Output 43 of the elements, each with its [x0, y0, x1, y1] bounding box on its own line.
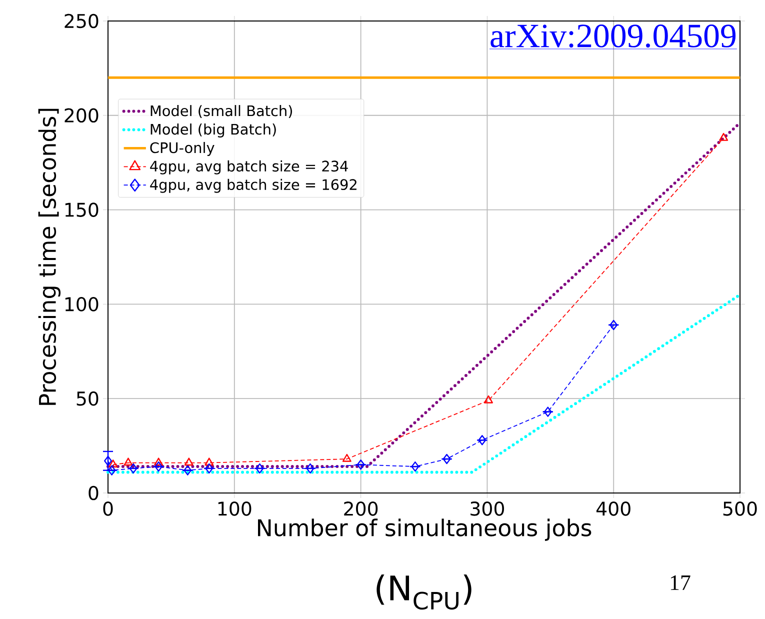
x-tick-label: 300	[470, 502, 504, 516]
point	[356, 460, 365, 470]
legend-label: 4gpu, avg batch size = 1692	[150, 178, 356, 193]
point	[610, 320, 618, 330]
point	[104, 456, 112, 466]
text: 17	[670, 575, 690, 590]
point	[184, 465, 192, 476]
y-axis-title: Processing time [seconds]	[38, 108, 61, 405]
point	[306, 463, 314, 474]
x-tick-label: 400	[596, 502, 630, 516]
point	[154, 458, 164, 466]
point	[184, 458, 194, 466]
x-tick-label: 100	[218, 502, 252, 516]
point	[342, 454, 352, 462]
point	[411, 461, 420, 472]
point	[484, 395, 493, 404]
annotation: arXiv:2009.04509	[490, 24, 736, 48]
x-tick-label: 500	[723, 502, 757, 516]
point	[154, 461, 163, 472]
point	[205, 463, 214, 474]
point	[256, 463, 264, 474]
legend-label: Model (small Batch)	[150, 105, 292, 118]
y-tick-label: 150	[65, 202, 98, 217]
legend-label: 4gpu, avg batch size = 234	[150, 160, 348, 174]
y-tick-label: 0	[88, 486, 98, 500]
y-tick-label: 250	[64, 14, 98, 28]
text: (N$_{CPU}$)	[376, 574, 472, 610]
point	[124, 458, 133, 466]
x-tick-label: 200	[344, 502, 378, 516]
x-tick-label: 0	[103, 502, 113, 516]
point	[442, 454, 451, 464]
y-tick-label: 200	[64, 108, 98, 123]
y-tick-label: 100	[65, 297, 98, 312]
point	[108, 460, 118, 468]
legend-label: Model (big Batch)	[150, 124, 276, 138]
x-axis-title: Number of simultaneous jobs	[258, 518, 592, 541]
y-tick-label: 50	[76, 391, 98, 406]
legend-label: CPU-only	[150, 142, 214, 156]
point	[478, 435, 486, 446]
point	[719, 132, 728, 141]
point	[204, 458, 214, 466]
point	[129, 463, 138, 474]
point	[544, 406, 552, 417]
